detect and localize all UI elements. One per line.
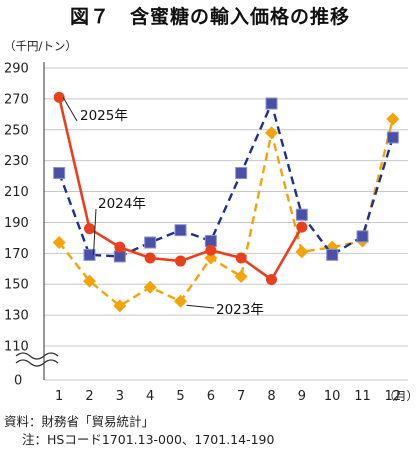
data-point [143,280,157,294]
series-labels: 2025年 2024年 2023年 [62,97,264,318]
y-tick-label: 290 [4,62,29,77]
series [52,91,400,313]
data-point [52,236,66,250]
data-point [265,97,278,110]
x-tick-label: 5 [176,389,184,404]
data-point [296,221,308,233]
x-tick-label: 10 [324,389,341,404]
axis-break-icon [15,352,59,367]
series-line [58,118,394,308]
data-point [266,274,277,286]
data-point [84,223,95,235]
y-tick-label: 210 [4,185,29,200]
x-tick-label: 9 [298,389,306,404]
x-tick-label: 3 [116,389,124,404]
x-tick-label: 6 [207,389,215,404]
data-point [144,252,156,264]
data-point [114,241,126,253]
series-line [58,99,394,258]
data-point [234,270,248,283]
data-point [144,236,157,249]
data-point [326,248,339,261]
chart-title: 図７ 含蜜糖の輸入価格の推移 [69,6,350,28]
data-point [295,245,309,259]
data-point [235,252,247,264]
y-axis-label: （千円/トン） [4,39,77,53]
y-tick-label-zero: 0 [14,374,22,389]
series-label: 2024年 [98,196,146,212]
data-point [53,91,65,103]
y-tick-label: 130 [4,309,29,324]
data-point [386,112,400,126]
axis-break-wave [15,352,59,360]
series-label: 2025年 [80,108,128,124]
y-tick-label: 110 [4,340,29,355]
y-tick-label: 230 [4,154,29,169]
source-note: 資料：財務省「貿易統計」 [4,414,155,429]
data-point [205,244,217,256]
x-tick-label: 12 [385,389,402,404]
data-point [265,126,278,140]
x-tick-label: 2 [85,389,93,404]
data-point [295,208,308,221]
data-point [83,274,96,288]
y-tick-label: 170 [4,247,29,262]
data-point [386,131,399,144]
y-tick-label: 190 [4,216,29,231]
label-leader-line [93,208,97,255]
footnote: 注：HSコード1701.13-000、1701.14-190 [22,432,275,447]
data-point [204,251,218,265]
x-axis-unit: （月） [384,389,419,403]
data-point [174,224,187,237]
x-tick-label: 11 [354,389,371,404]
series-line [57,97,303,282]
x-tick-label: 4 [146,389,154,404]
y-tick-label: 270 [4,92,29,107]
data-point [175,255,186,267]
x-tick-label: 7 [237,389,245,404]
data-point [113,299,127,313]
label-leader-line [62,97,78,122]
label-leader-line [186,304,215,309]
data-point [53,167,66,180]
axis-break-wave [15,359,59,367]
y-tick-label: 150 [4,278,29,293]
data-point [356,230,369,243]
data-point [235,167,248,180]
data-point [174,294,187,308]
x-tick-label: 8 [267,389,275,404]
y-tick-label: 250 [4,123,29,138]
x-tick-label: 1 [55,389,63,404]
series-label: 2023年 [216,302,264,318]
data-point [83,248,96,261]
